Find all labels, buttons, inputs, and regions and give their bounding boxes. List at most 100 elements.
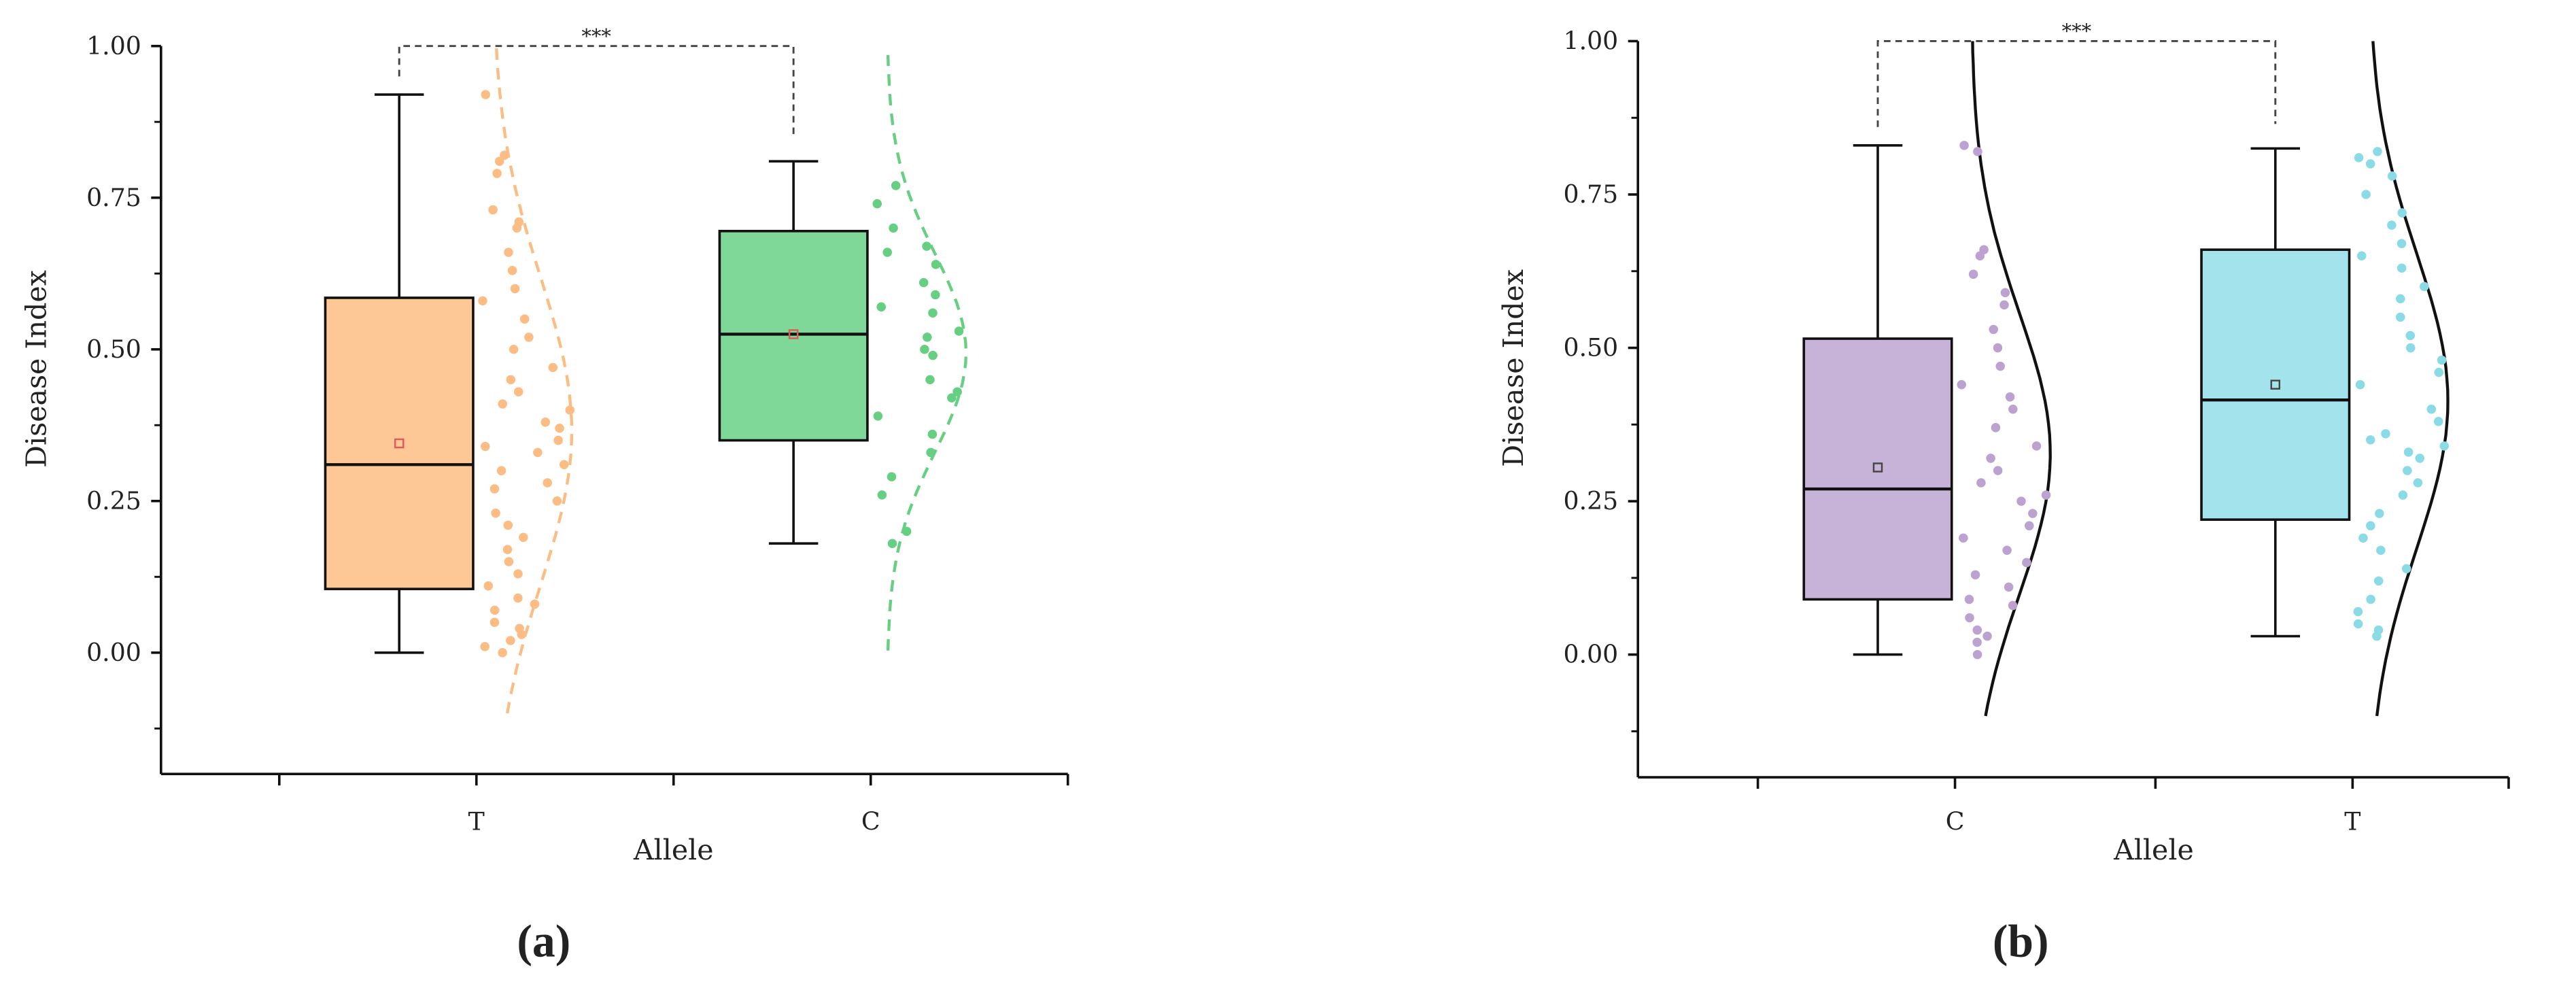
data-point	[2413, 478, 2423, 488]
data-point	[2016, 496, 2026, 506]
data-point	[2372, 631, 2382, 641]
data-point	[506, 636, 515, 645]
data-point	[506, 375, 516, 385]
y-axis-title: Disease Index	[1497, 269, 1530, 467]
data-point	[512, 223, 522, 233]
data-point	[555, 423, 564, 433]
data-point	[513, 387, 523, 396]
mean-marker	[1872, 462, 1883, 473]
y-tick-label: 0.25	[86, 486, 141, 515]
data-point	[925, 375, 935, 385]
data-point	[2008, 600, 2018, 611]
data-point	[519, 314, 530, 324]
data-point	[928, 308, 938, 318]
data-point	[490, 484, 500, 494]
data-point	[513, 569, 523, 579]
data-point	[509, 344, 519, 354]
data-point	[2415, 454, 2424, 463]
data-point	[2004, 582, 2014, 592]
data-point	[2397, 208, 2407, 218]
density-curve	[494, 46, 574, 714]
data-point	[2355, 379, 2365, 390]
data-point	[1965, 613, 1974, 623]
data-point	[1973, 147, 1982, 156]
data-point	[882, 248, 892, 257]
data-point	[2041, 490, 2051, 500]
box	[1802, 337, 1953, 601]
data-point	[1993, 343, 2003, 353]
box	[2200, 248, 2351, 521]
data-point	[492, 169, 502, 178]
data-point	[1957, 379, 1966, 390]
data-point	[498, 648, 507, 658]
data-point	[873, 411, 883, 421]
data-point	[1972, 649, 1982, 660]
data-point	[491, 508, 500, 518]
data-point	[543, 478, 552, 488]
data-point	[1986, 454, 1995, 463]
data-point	[1959, 533, 1968, 543]
data-point	[927, 429, 938, 439]
data-point	[889, 223, 898, 233]
data-point	[931, 290, 940, 300]
data-point	[876, 302, 886, 312]
data-point	[478, 296, 487, 306]
data-point	[481, 441, 490, 452]
data-point	[2366, 435, 2375, 445]
data-point	[2403, 466, 2412, 475]
data-point	[530, 599, 540, 609]
x-tick-label: T	[2344, 806, 2360, 836]
x-axis-title: Allele	[633, 834, 714, 866]
data-point	[2025, 521, 2034, 530]
data-point	[2353, 607, 2363, 617]
data-point	[1970, 570, 1980, 580]
data-point	[2373, 147, 2382, 156]
data-point	[503, 520, 513, 530]
data-point	[920, 344, 929, 354]
data-point	[2361, 190, 2371, 199]
data-point	[926, 447, 935, 458]
y-tick-label: 0.50	[86, 335, 141, 364]
data-point	[548, 362, 558, 373]
data-point	[2405, 330, 2416, 341]
y-tick-label: 0.00	[1564, 640, 1619, 669]
data-point	[2022, 558, 2031, 568]
data-point	[513, 593, 523, 603]
data-point	[2433, 417, 2443, 426]
data-point	[2002, 545, 2012, 556]
box	[718, 229, 869, 442]
data-point	[901, 526, 912, 537]
data-point	[2405, 343, 2416, 353]
data-point	[480, 642, 490, 651]
data-point	[877, 490, 887, 500]
significance-bracket	[398, 45, 795, 137]
data-point	[954, 326, 964, 336]
data-point	[2373, 576, 2384, 586]
data-point	[2387, 220, 2397, 230]
y-tick-label: 0.75	[86, 183, 141, 212]
data-point	[887, 539, 897, 548]
data-point	[2397, 263, 2407, 273]
data-point	[923, 333, 932, 342]
data-point	[2008, 404, 2018, 414]
data-point	[1993, 466, 2003, 475]
data-point	[2358, 533, 2368, 543]
data-point	[922, 241, 931, 251]
density-curve	[886, 54, 968, 651]
data-point	[1989, 324, 1998, 335]
density-curve	[2371, 41, 2450, 717]
data-point	[1975, 251, 1985, 260]
significance-label: ***	[2062, 20, 2092, 43]
data-point	[519, 532, 528, 543]
data-point	[1991, 423, 2001, 432]
data-point	[947, 393, 957, 403]
y-tick-label: 0.50	[1564, 333, 1619, 362]
data-point	[504, 248, 513, 257]
data-point	[540, 418, 551, 427]
data-point	[2387, 171, 2397, 181]
significance-bracket	[1876, 40, 2277, 127]
data-point	[2376, 545, 2386, 556]
data-point	[2028, 509, 2038, 518]
significance-label: ***	[581, 24, 611, 48]
